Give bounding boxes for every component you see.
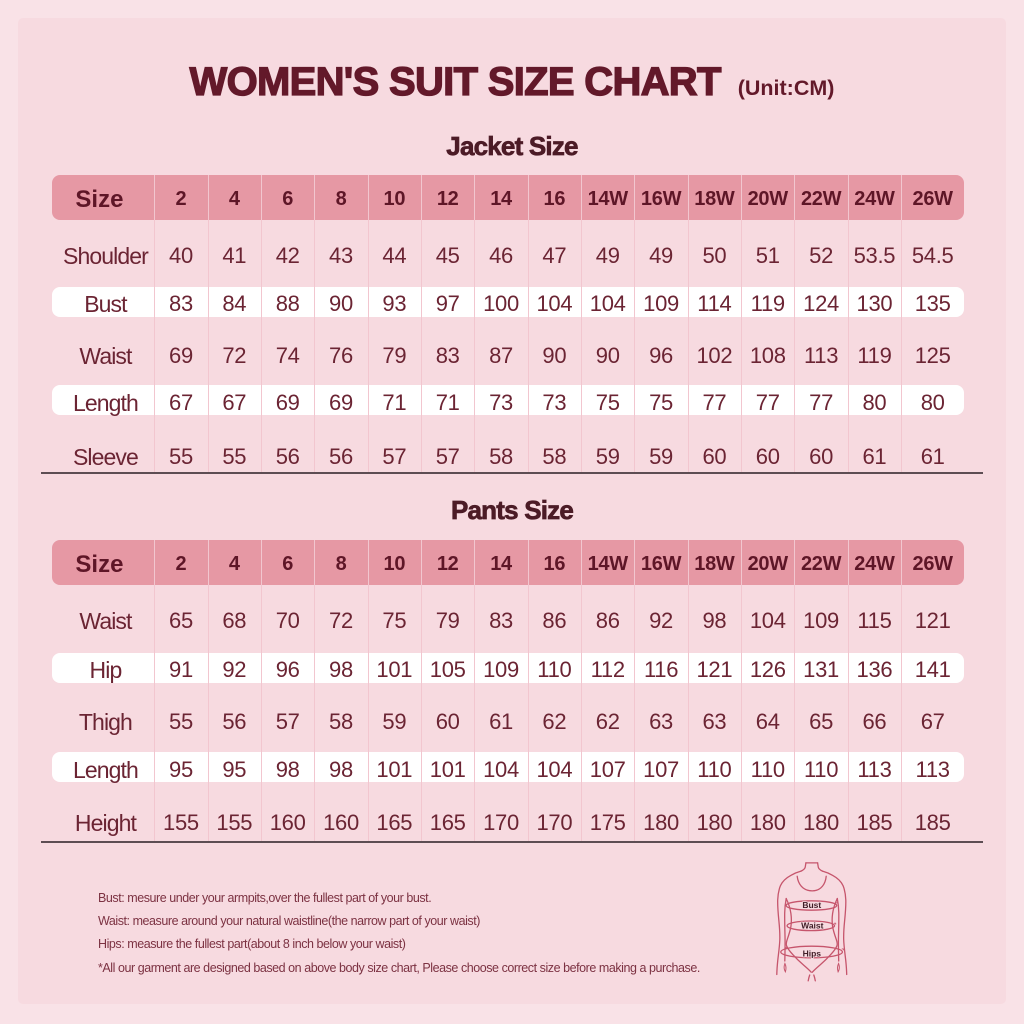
svg-text:Hips: Hips	[803, 948, 822, 958]
svg-text:Bust: Bust	[802, 900, 821, 910]
svg-text:Waist: Waist	[801, 921, 824, 931]
